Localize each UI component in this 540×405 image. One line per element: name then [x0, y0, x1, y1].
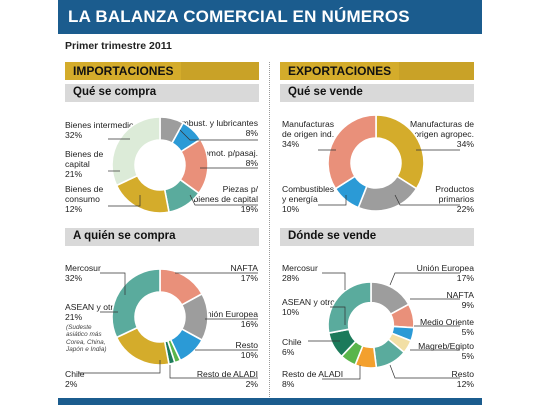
bottom-bar: [58, 398, 482, 405]
label-resto-aladi: Resto de ALADI 2%: [196, 369, 258, 389]
label-bienes-de-consumo: Bienes de consumo 12%: [65, 184, 104, 214]
leader-line: [330, 306, 346, 325]
panel-title: Dónde se vende: [288, 230, 377, 242]
donut-chart-a-quien-se-compra: [111, 268, 209, 366]
donut-chart-que-se-compra: [111, 116, 209, 214]
label-resto: Resto 10%: [235, 340, 258, 360]
leader-line: [108, 195, 141, 207]
leader-line: [318, 195, 347, 206]
panel-header-donde-se-vende: Dónde se vende: [280, 228, 474, 246]
pie-slice-mercosur: [111, 268, 161, 339]
donut-chart-que-se-vende: [327, 114, 425, 212]
note-asean: (Sudeste asiático más Corea, China, Japón e…: [66, 324, 107, 354]
panel-title: A quién se compra: [73, 230, 176, 242]
label-chile: Chile 2%: [65, 369, 85, 389]
label-resto: Resto 12%: [451, 369, 474, 389]
exportaciones-header: EXPORTACIONES: [280, 62, 474, 80]
title-bar: LA BALANZA COMERCIAL EN NÚMEROS: [58, 0, 482, 34]
importaciones-label: IMPORTACIONES: [65, 62, 182, 80]
label-asean: ASEAN y otros 21%: [65, 302, 123, 322]
leader-line: [189, 194, 258, 206]
label-mercosur: Mercosur 32%: [65, 263, 101, 283]
label-combustibles-energia: Combustibles y energía 10%: [282, 184, 335, 214]
donut-chart-donde-se-vende: [327, 281, 415, 369]
page-subtitle: Primer trimestre 2011: [65, 40, 172, 52]
leader-line: [78, 360, 161, 374]
column-divider: [269, 62, 270, 397]
label-bienes-de-capital: Bienes de capital 21%: [65, 149, 104, 179]
label-piezas-bienes-capital: Piezas p/bienes de capital 19%: [193, 184, 259, 214]
label-nafta: NAFTA 17%: [230, 263, 258, 283]
label-union-europea: Unión Europea 16%: [200, 309, 258, 329]
label-union-europea: Unión Europea 17%: [416, 263, 474, 283]
leader-line: [179, 129, 258, 141]
label-medio-oriente: Medio Oriente 5%: [420, 317, 474, 337]
label-magreb-egipto: Magreb/Egipto 5%: [418, 341, 474, 361]
panel-header-a-quien-se-compra: A quién se compra: [65, 228, 259, 246]
pie-slice-manufacturas-de-origen-agropec-: [375, 114, 425, 190]
label-manufacturas-origen-industrial: Manufacturas de origen ind. 34%: [282, 119, 335, 149]
page-title: LA BALANZA COMERCIAL EN NÚMEROS: [68, 7, 410, 26]
leader-line: [394, 194, 460, 206]
label-asean: ASEAN y otros 10%: [282, 297, 340, 317]
pie-slice-bienes-intermedios: [111, 116, 161, 187]
label-mercosur: Mercosur 28%: [282, 263, 318, 283]
label-automotores: Automot. p/pasaj. 8%: [191, 148, 258, 168]
exportaciones-label: EXPORTACIONES: [280, 62, 400, 80]
leader-line: [389, 364, 460, 379]
panel-title: Qué se vende: [288, 86, 363, 98]
leader-line: [169, 365, 258, 379]
panel-header-que-se-vende: Qué se vende: [280, 84, 474, 102]
importaciones-header: IMPORTACIONES: [65, 62, 259, 80]
pie-slice-mercosur: [327, 281, 372, 334]
leader-line: [100, 272, 126, 295]
label-manufacturas-origen-agropecuario: Manufacturas de origen agropec. 34%: [409, 119, 474, 149]
panel-title: Qué se compra: [73, 86, 157, 98]
label-bienes-intermedios: Bienes intermedios 32%: [65, 120, 139, 140]
label-productos-primarios: Productos primarios 22%: [435, 184, 474, 214]
leader-line: [389, 272, 460, 286]
label-nafta: NAFTA 9%: [446, 290, 474, 310]
label-combustibles-lubricantes: Combust. y lubricantes 8%: [170, 118, 258, 138]
panel-header-que-se-compra: Qué se compra: [65, 84, 259, 102]
pie-slice-manufacturas-de-origen-ind-: [327, 114, 377, 190]
label-resto-aladi: Resto de ALADI 8%: [282, 369, 344, 389]
leader-line: [322, 272, 346, 290]
leader-line: [322, 365, 361, 380]
label-chile: Chile 6%: [282, 337, 302, 357]
